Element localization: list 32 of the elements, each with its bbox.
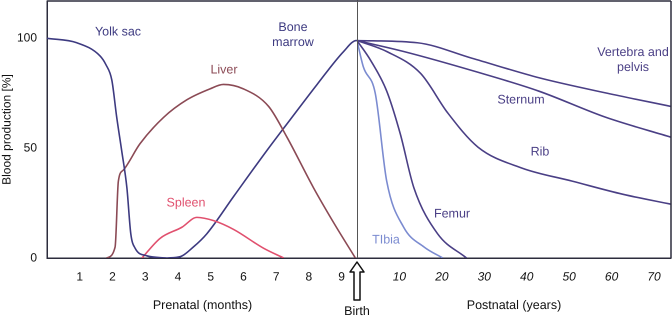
- y-tick-label: 0: [30, 250, 38, 264]
- x-tick-label: 60: [604, 270, 619, 284]
- x-tick-label: 5: [207, 270, 214, 284]
- series-label: Spleen: [166, 196, 206, 210]
- series-label: Femur: [432, 206, 472, 222]
- x-tick-label: 40: [520, 270, 534, 284]
- series-label: TIbia: [371, 232, 401, 248]
- series-label: Yolk sac: [94, 24, 142, 40]
- series-label: Liver: [209, 62, 239, 78]
- y-tick-label: 100: [16, 30, 38, 45]
- x-tick-label: 1: [76, 270, 84, 284]
- series-label: Vertebra and pelvis: [596, 45, 670, 75]
- x-tick-label: 20: [434, 270, 449, 284]
- x-tick-label: 2: [109, 270, 116, 284]
- x-tick-label: 6: [240, 270, 248, 284]
- series-label: Rib: [530, 144, 550, 160]
- x-tick-label: 4: [174, 270, 182, 284]
- x-tick-label: 7: [272, 270, 280, 284]
- x-tick-label: 3: [142, 270, 149, 284]
- x-tick-label: 50: [562, 270, 576, 284]
- ref-line-label: Birth: [343, 304, 371, 318]
- x-axis-title: Postnatal (years): [466, 298, 562, 312]
- series-label: Bone marrow: [271, 20, 315, 50]
- y-axis-title: Blood production [%]: [0, 74, 14, 185]
- x-axis-title: Prenatal (months): [152, 298, 252, 312]
- x-tick-label: 70: [647, 270, 662, 284]
- x-tick-label: 10: [392, 270, 406, 284]
- x-tick-label: 30: [478, 270, 492, 284]
- series-label: Sternum: [496, 92, 546, 108]
- y-tick-label: 50: [24, 140, 38, 154]
- x-tick-label: 8: [306, 270, 313, 284]
- x-tick-label: 9: [338, 270, 346, 284]
